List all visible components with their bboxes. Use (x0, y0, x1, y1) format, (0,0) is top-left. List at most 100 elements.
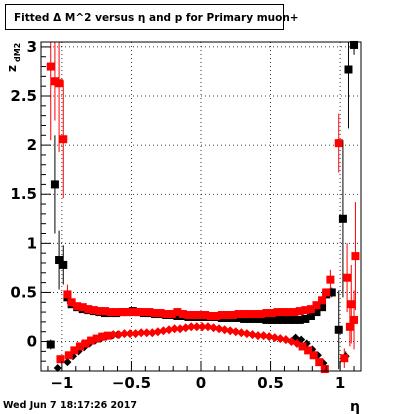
data-point (256, 314, 265, 323)
data-point (184, 311, 193, 320)
data-point (320, 365, 329, 374)
data-point (56, 355, 65, 364)
data-point (158, 326, 168, 336)
data-point (264, 332, 274, 342)
data-point (284, 308, 293, 317)
axis-ticks (41, 46, 355, 372)
data-point (50, 77, 59, 86)
data-point (344, 65, 353, 74)
data-point (209, 323, 219, 333)
data-point (103, 331, 112, 340)
data-point (123, 308, 132, 317)
data-point (53, 364, 62, 373)
data-point (312, 301, 321, 310)
data-point (345, 322, 354, 331)
data-point (108, 330, 118, 340)
data-point (245, 314, 254, 323)
data-point (273, 308, 282, 317)
data-point (270, 333, 280, 343)
data-point (195, 311, 204, 320)
data-point (50, 180, 59, 189)
data-point (170, 324, 180, 334)
data-point (217, 311, 226, 320)
data-point (231, 327, 241, 337)
data-point (114, 330, 124, 340)
data-point (347, 300, 356, 309)
data-point (167, 310, 176, 319)
data-point (267, 315, 276, 324)
data-point (67, 298, 76, 307)
data-point (151, 309, 160, 318)
data-point (55, 79, 64, 88)
data-point (290, 308, 299, 317)
y-axis-subscript: dM2 (13, 43, 22, 62)
data-point (206, 312, 215, 321)
data-point (147, 328, 157, 338)
data-point (131, 329, 141, 339)
data-point (301, 306, 310, 315)
data-point (145, 308, 154, 317)
data-point (318, 296, 327, 305)
data-point (214, 324, 224, 334)
data-point (98, 332, 107, 341)
y-tick-label: 3 (27, 38, 37, 56)
data-point (112, 308, 121, 317)
data-point (334, 325, 343, 334)
data-point (63, 358, 72, 367)
data-point (279, 315, 288, 324)
x-tick-label: −0.5 (112, 374, 151, 392)
data-point (247, 330, 257, 340)
data-point (234, 310, 243, 319)
data-point (343, 273, 352, 282)
data-point (315, 358, 324, 367)
data-point (46, 340, 55, 349)
data-point (304, 346, 313, 355)
data-point (275, 334, 285, 344)
data-point (175, 324, 185, 334)
data-point (236, 328, 246, 338)
x-tick-label: −1 (50, 374, 73, 392)
y-tick-label: 0.5 (10, 283, 37, 301)
data-point (64, 351, 73, 360)
data-point (245, 310, 254, 319)
data-points (46, 40, 360, 374)
data-point (350, 40, 359, 49)
data-point (306, 305, 315, 314)
x-axis-title: η (350, 399, 360, 414)
data-point (92, 334, 101, 343)
x-tick-label: 0.5 (257, 374, 284, 392)
data-point (139, 308, 148, 317)
data-point (89, 306, 98, 315)
data-point (197, 322, 207, 332)
data-point (81, 339, 90, 348)
data-point (298, 342, 307, 351)
data-point (181, 323, 191, 333)
data-point (178, 310, 187, 319)
title-box: Fitted Δ M^2 versus η and p for Primary … (5, 4, 299, 30)
data-point (46, 62, 55, 71)
data-point (142, 328, 152, 338)
data-point (75, 342, 84, 351)
data-point (306, 312, 315, 321)
data-point (295, 307, 304, 316)
data-point (156, 309, 165, 318)
data-point (326, 275, 335, 284)
data-point (136, 328, 146, 338)
data-point (312, 308, 321, 317)
data-point (59, 135, 68, 144)
data-point (203, 322, 213, 332)
data-point (59, 260, 68, 269)
x-tick-label: 1 (335, 374, 345, 392)
data-point (327, 288, 336, 297)
data-point (262, 309, 271, 318)
data-point (153, 327, 163, 337)
data-point (322, 288, 331, 297)
data-point (242, 329, 252, 339)
data-point (253, 331, 263, 341)
data-point (251, 314, 260, 323)
data-point (267, 309, 276, 318)
data-point (290, 315, 299, 324)
y-tick-label: 2.5 (10, 87, 37, 105)
tick-labels: −1 −0.5 0 0.5 1 0 0.5 1 1.5 2 2.5 3 (10, 38, 345, 392)
data-point (273, 315, 282, 324)
